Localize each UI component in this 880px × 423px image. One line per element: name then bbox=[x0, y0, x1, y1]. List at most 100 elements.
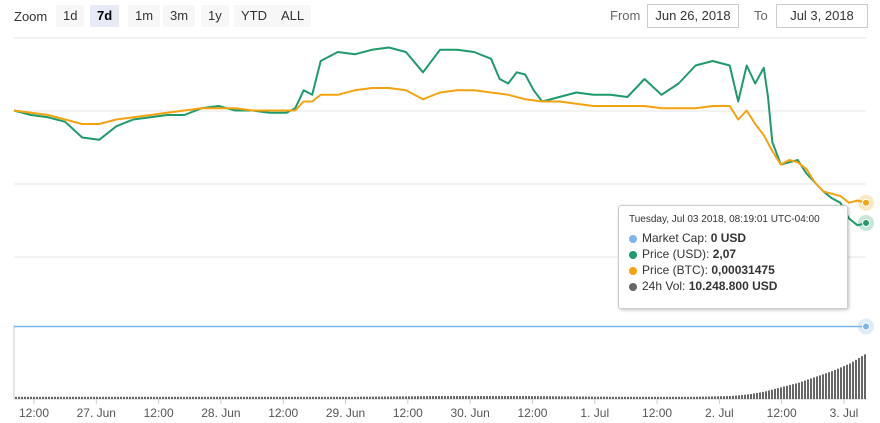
volume-bar bbox=[237, 396, 239, 399]
volume-bar bbox=[675, 396, 677, 399]
volume-bar bbox=[507, 396, 509, 399]
volume-bar bbox=[768, 390, 770, 399]
volume-bar bbox=[729, 396, 731, 399]
volume-bar bbox=[105, 396, 107, 399]
volume-bar bbox=[855, 359, 857, 399]
volume-bar bbox=[204, 396, 206, 399]
volume-bar bbox=[87, 396, 89, 399]
to-date-input[interactable]: Jul 3, 2018 bbox=[776, 4, 868, 28]
volume-bar bbox=[348, 396, 350, 399]
volume-bar bbox=[762, 391, 764, 399]
x-axis-labels: 12:00 27. Jun 12:00 28. Jun 12:00 29. Jun 12:0… bbox=[19, 399, 858, 420]
volume-bar bbox=[72, 396, 74, 399]
volume-bar bbox=[822, 374, 824, 399]
volume-bar bbox=[219, 396, 221, 399]
volume-bar bbox=[750, 393, 752, 399]
zoom-3m-button[interactable]: 3m bbox=[163, 5, 196, 27]
volume-bar bbox=[696, 396, 698, 399]
x-tick-label: 2. Jul bbox=[705, 406, 734, 420]
price-chart[interactable]: 12:00 27. Jun 12:00 28. Jun 12:00 29. Jun 12:0… bbox=[0, 34, 880, 423]
volume-bar bbox=[819, 375, 821, 399]
volume-bar bbox=[684, 396, 686, 399]
volume-bar bbox=[690, 396, 692, 399]
volume-bar bbox=[27, 396, 29, 399]
volume-bar bbox=[783, 386, 785, 399]
zoom-1m-button[interactable]: 1m bbox=[128, 5, 161, 27]
volume-bar bbox=[669, 396, 671, 399]
volume-bar bbox=[159, 396, 161, 399]
volume-bar bbox=[399, 396, 401, 399]
volume-bar bbox=[765, 391, 767, 399]
volume-bar bbox=[285, 396, 287, 399]
volume-bar bbox=[735, 395, 737, 399]
x-tick-label: 27. Jun bbox=[77, 406, 116, 420]
volume-bar bbox=[726, 396, 728, 399]
volume-bar bbox=[561, 396, 563, 399]
tooltip-date: Tuesday, Jul 03 2018, 08:19:01 UTC-04:00 bbox=[629, 214, 820, 225]
volume-bar bbox=[717, 396, 719, 399]
volume-bar bbox=[357, 396, 359, 399]
volume-bar bbox=[210, 396, 212, 399]
volume-bar bbox=[96, 396, 98, 399]
volume-bar bbox=[168, 396, 170, 399]
zoom-1y-button[interactable]: 1y bbox=[201, 5, 229, 27]
volume-bar bbox=[66, 396, 68, 399]
volume-bar bbox=[414, 396, 416, 399]
tooltip-label: 24h Vol: bbox=[642, 279, 686, 293]
volume-bar bbox=[621, 396, 623, 399]
volume-bar bbox=[417, 396, 419, 399]
volume-bar bbox=[315, 396, 317, 399]
volume-bar bbox=[381, 396, 383, 399]
volume-bar bbox=[603, 396, 605, 399]
volume-bar bbox=[771, 389, 773, 399]
volume-bar bbox=[291, 396, 293, 399]
volume-bar bbox=[612, 396, 614, 399]
volume-bar bbox=[453, 396, 455, 399]
volume-bar bbox=[678, 396, 680, 399]
volume-bar bbox=[546, 396, 548, 399]
volume-bar bbox=[309, 396, 311, 399]
volume-bar bbox=[489, 396, 491, 399]
volume-bar bbox=[288, 396, 290, 399]
volume-bar bbox=[780, 387, 782, 399]
volume-bar bbox=[369, 396, 371, 399]
volume-bar bbox=[630, 396, 632, 399]
volume-bar bbox=[366, 396, 368, 399]
volume-bar bbox=[483, 396, 485, 399]
zoom-7d-button[interactable]: 7d bbox=[90, 5, 120, 27]
tooltip: Tuesday, Jul 03 2018, 08:19:01 UTC-04:00… bbox=[618, 205, 848, 309]
volume-bar bbox=[336, 396, 338, 399]
volume-bar bbox=[57, 396, 59, 399]
price-usd-marker bbox=[862, 219, 870, 227]
volume-bar bbox=[693, 396, 695, 399]
volume-bar bbox=[339, 396, 341, 399]
volume-bar bbox=[432, 396, 434, 399]
volume-bar bbox=[36, 396, 38, 399]
volume-bar bbox=[537, 396, 539, 399]
volume-bar bbox=[24, 396, 26, 399]
volume-bar bbox=[378, 396, 380, 399]
volume-bar bbox=[153, 396, 155, 399]
zoom-all-button[interactable]: ALL bbox=[274, 5, 312, 27]
volume-bar bbox=[753, 393, 755, 399]
volume-bar bbox=[813, 377, 815, 399]
volume-bar bbox=[801, 381, 803, 399]
volume-bar bbox=[549, 396, 551, 399]
volume-bar bbox=[225, 396, 227, 399]
volume-bar bbox=[807, 379, 809, 399]
volume-bar bbox=[84, 396, 86, 399]
toolbar: Zoom 1d 7d 1m 3m 1y YTD ALL From Jun 26,… bbox=[0, 0, 880, 34]
zoom-1d-button[interactable]: 1d bbox=[56, 5, 85, 27]
price-btc-dot-icon bbox=[629, 266, 637, 275]
volume-bar bbox=[342, 396, 344, 399]
volume-bar bbox=[519, 396, 521, 399]
volume-dot-icon bbox=[629, 282, 637, 291]
volume-bar bbox=[282, 396, 284, 399]
volume-bar bbox=[132, 396, 134, 399]
volume-bar bbox=[48, 396, 50, 399]
volume-bar bbox=[192, 396, 194, 399]
volume-bar bbox=[846, 364, 848, 399]
from-date-input[interactable]: Jun 26, 2018 bbox=[647, 4, 739, 28]
zoom-ytd-button[interactable]: YTD bbox=[234, 5, 274, 27]
volume-bar bbox=[579, 396, 581, 399]
